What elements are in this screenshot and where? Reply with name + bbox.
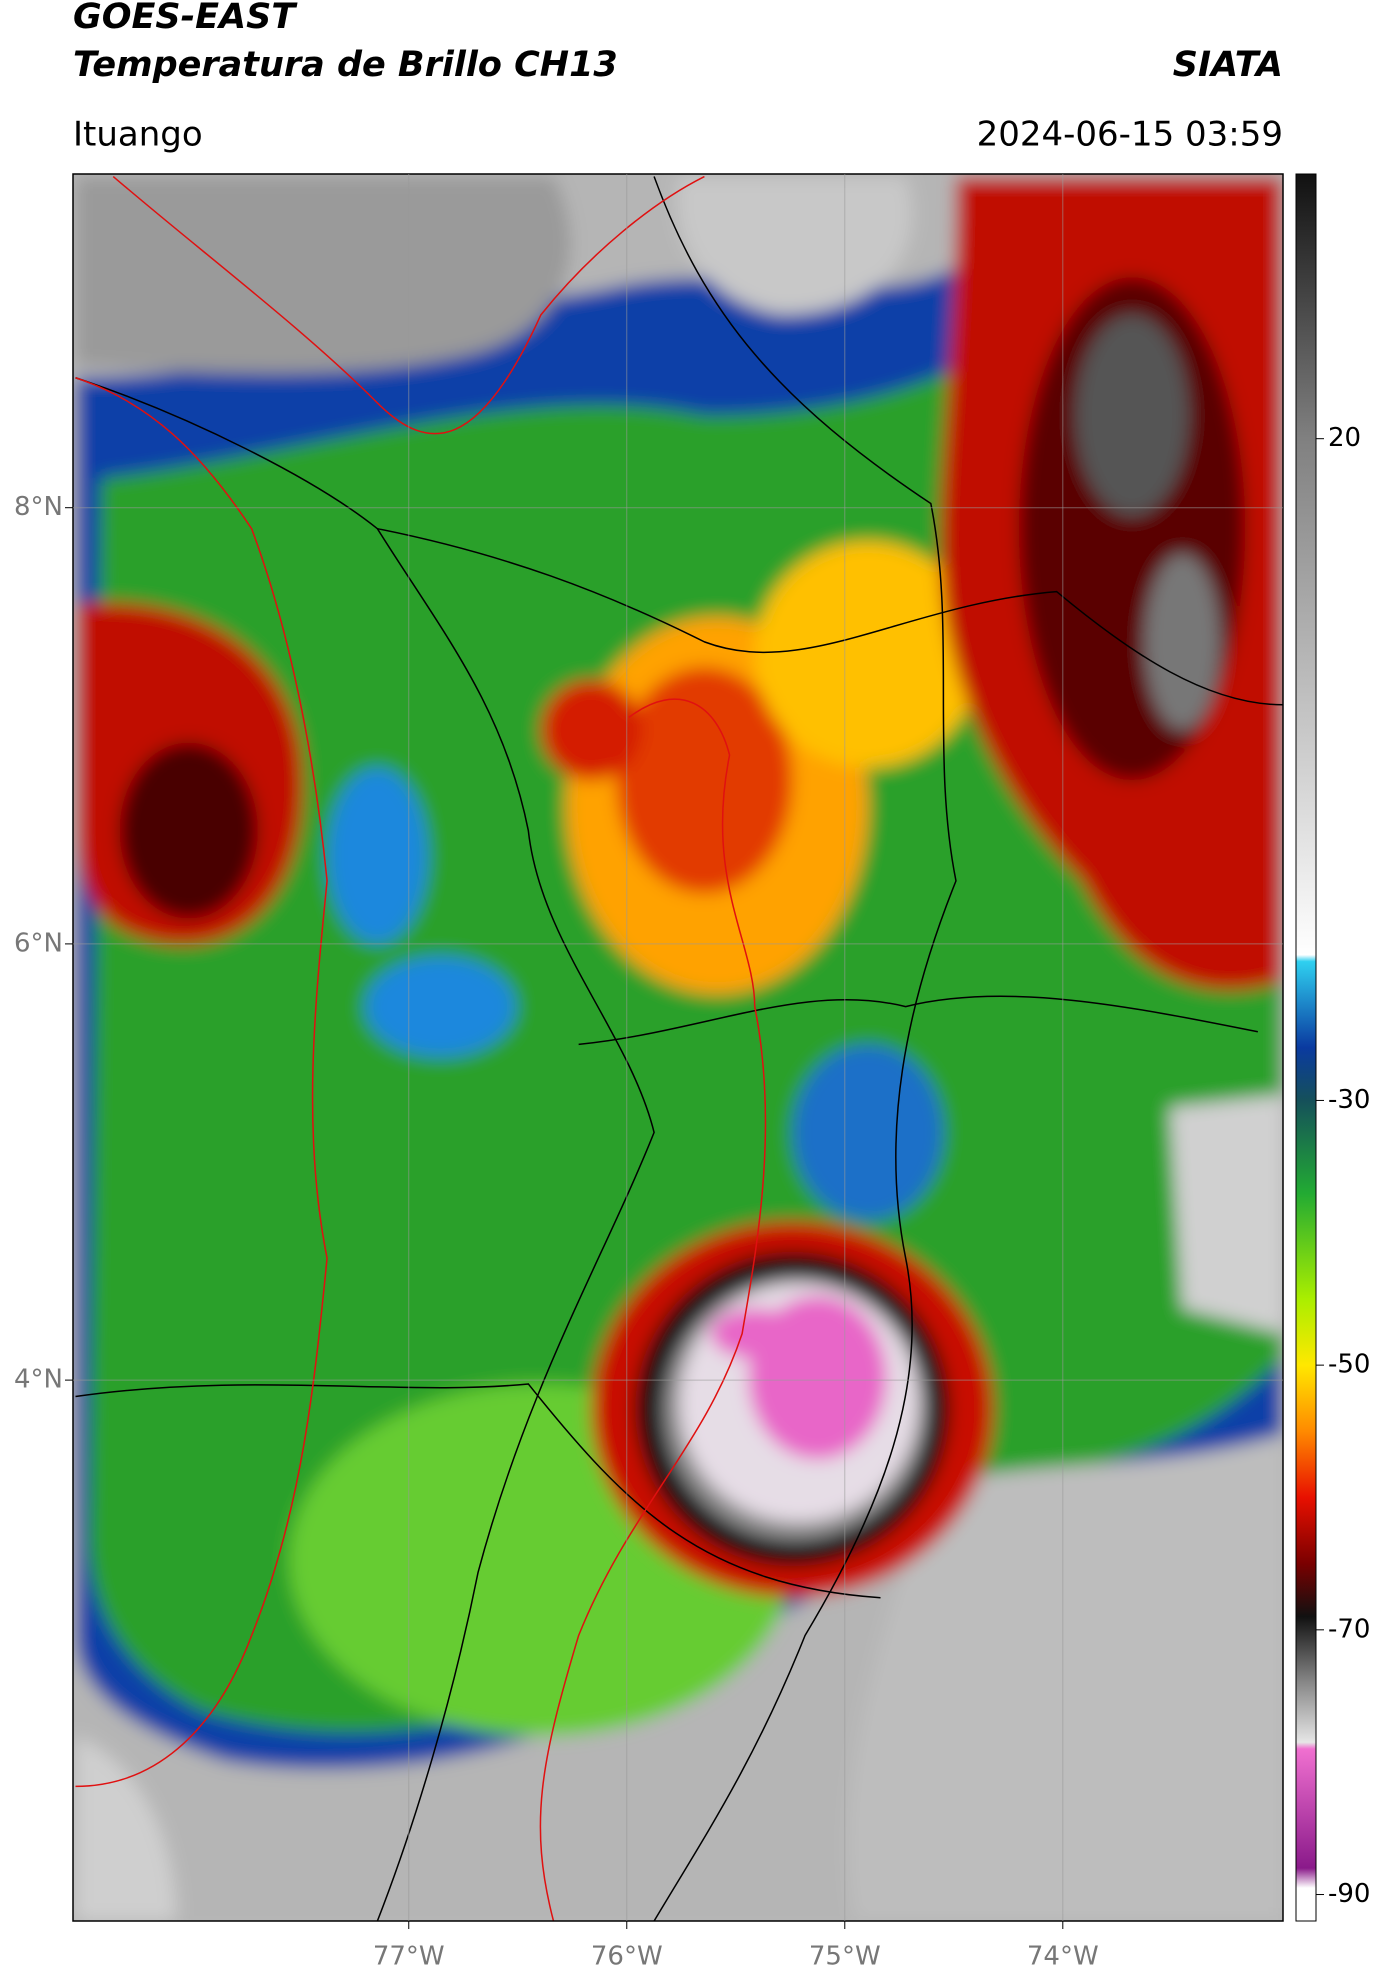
- lat-tick-label: 4°N: [14, 1365, 63, 1395]
- map-frame: [72, 173, 1284, 1922]
- lat-tick-label: 6°N: [14, 928, 63, 958]
- lon-tick-label: 75°W: [809, 1942, 881, 1972]
- colorbar-tick-label: -50: [1328, 1350, 1370, 1380]
- lon-tick-label: 77°W: [373, 1942, 445, 1972]
- title: GOES-EAST: [73, 0, 298, 37]
- colorbar-tick-label: -70: [1328, 1614, 1370, 1644]
- source: SIATA: [1173, 45, 1283, 85]
- subtitle: Temperatura de Brillo CH13: [73, 45, 618, 85]
- colorbar-tick-label: -90: [1328, 1879, 1370, 1909]
- satellite-image: [73, 174, 1283, 1921]
- lon-tick-label: 74°W: [1027, 1942, 1099, 1972]
- colorbar: [1295, 173, 1317, 1922]
- region: Ituango: [73, 115, 203, 155]
- timestamp: 2024-06-15 03:59: [977, 115, 1283, 155]
- colorbar-tick-label: 20: [1328, 423, 1361, 453]
- lat-tick-label: 8°N: [14, 492, 63, 522]
- lon-tick-label: 76°W: [591, 1942, 663, 1972]
- colorbar-tick-label: -30: [1328, 1085, 1370, 1115]
